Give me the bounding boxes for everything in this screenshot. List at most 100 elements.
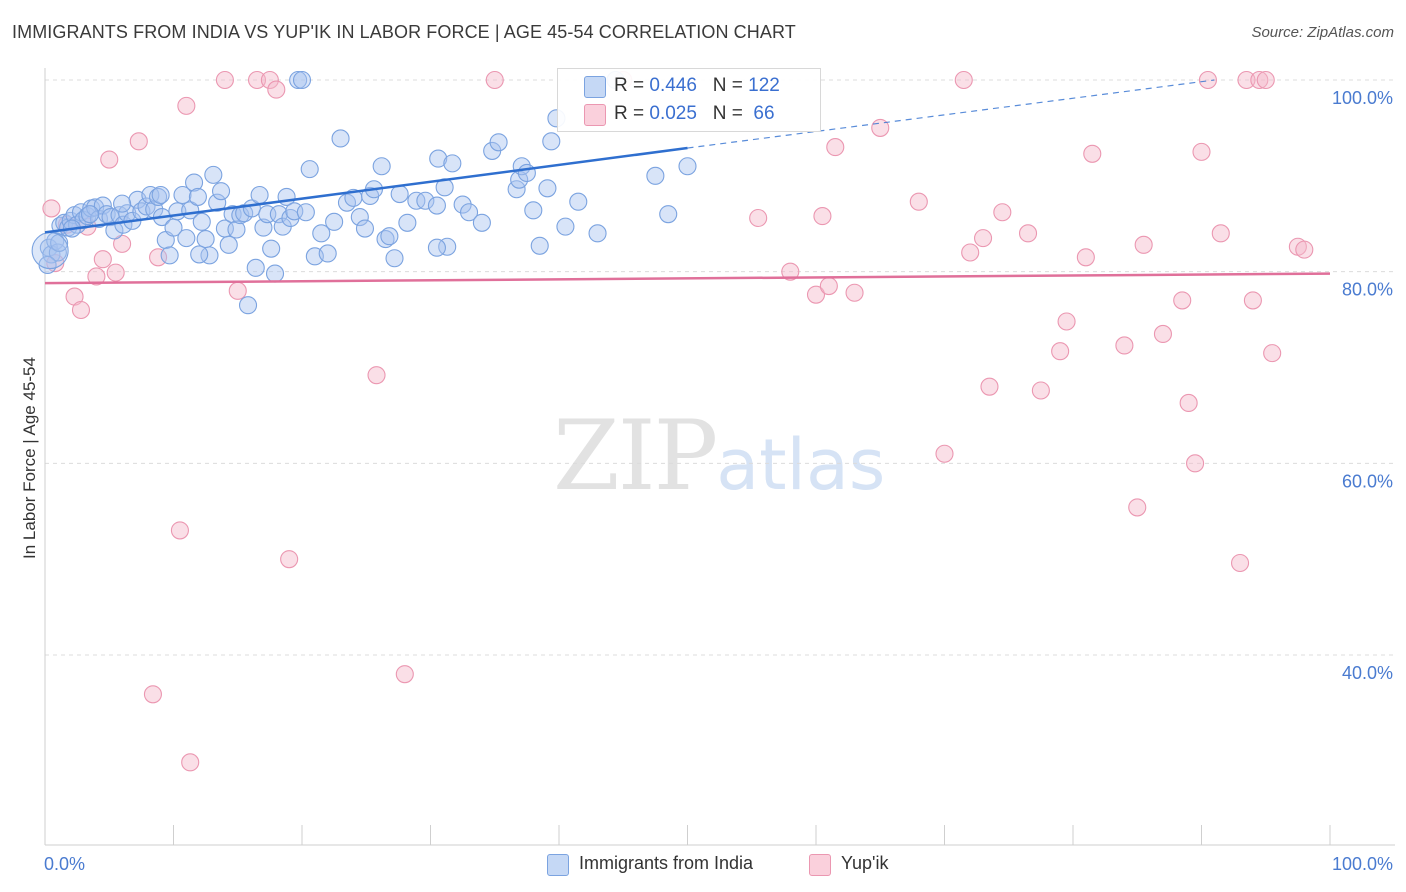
legend-r-india: 0.446 <box>649 75 697 96</box>
y-tick-label: 60.0% <box>1342 471 1393 491</box>
legend-n-india: 122 <box>748 75 780 96</box>
x-tick-label-max: 100.0% <box>1332 854 1393 874</box>
yupik-point <box>1186 454 1205 473</box>
india-point <box>262 239 281 258</box>
legend-r-yupik: 0.025 <box>649 103 697 124</box>
india-point <box>188 187 207 206</box>
yupik-point <box>1153 324 1172 344</box>
india-point-cluster <box>31 232 69 270</box>
yupik-point <box>485 70 504 90</box>
yupik-point <box>954 70 973 90</box>
yupik-point <box>980 377 999 396</box>
india-point <box>372 157 391 176</box>
y-tick-labels: 100.0% 80.0% 60.0% 40.0% <box>1332 88 1393 683</box>
yupik-point <box>1083 144 1102 163</box>
india-point <box>190 245 209 264</box>
yupik-point <box>1198 70 1217 90</box>
legend-text-yupik: R = 0.025 N = 66 <box>614 103 775 124</box>
india-point <box>538 179 557 198</box>
india-point <box>254 218 273 237</box>
yupik-point <box>280 550 299 569</box>
yupik-point <box>113 234 132 253</box>
india-point <box>113 194 132 213</box>
yupik-point <box>781 262 800 281</box>
india-point <box>265 264 285 283</box>
stats-legend: R = 0.446 N = 122 R = 0.025 N = 66 <box>557 68 821 132</box>
legend-text-india: R = 0.446 N = 122 <box>614 75 780 96</box>
bottom-swatch-india <box>547 854 569 876</box>
gridlines <box>45 79 1395 656</box>
legend-swatch-yupik <box>584 104 606 126</box>
india-point <box>453 195 472 214</box>
yupik-point <box>813 207 832 226</box>
india-point <box>246 258 265 277</box>
india-point <box>427 196 446 215</box>
y-tick-label: 40.0% <box>1342 663 1393 683</box>
chart-title: IMMIGRANTS FROM INDIA VS YUP'IK IN LABOR… <box>12 22 796 42</box>
india-point <box>398 213 417 232</box>
yupik-point <box>1256 70 1275 90</box>
yupik-point <box>1231 553 1250 573</box>
yupik-point <box>71 300 91 320</box>
india-point <box>472 213 491 232</box>
india-point <box>524 201 543 220</box>
india-point <box>196 230 215 249</box>
yupik-point <box>93 250 112 269</box>
yupik-point <box>177 96 196 115</box>
india-point <box>427 238 446 257</box>
yupik-point <box>215 70 234 90</box>
india-point <box>443 154 462 173</box>
yupik-point <box>1031 381 1050 400</box>
trend-lines <box>44 79 1331 285</box>
yupik-point <box>1192 142 1211 161</box>
bottom-swatch-yupik <box>809 854 831 876</box>
yupik-point <box>826 138 845 157</box>
india-point <box>517 163 536 183</box>
yupik-point <box>100 150 119 169</box>
india-point <box>390 184 409 204</box>
x-tick-labels: 0.0% 100.0% <box>44 854 1393 874</box>
india-point <box>177 229 196 248</box>
india-point <box>192 212 211 231</box>
india-point <box>141 185 160 205</box>
yupik-point <box>143 685 162 704</box>
yupik-point <box>42 199 61 218</box>
yupik-point <box>181 753 200 772</box>
yupik-point <box>1295 240 1314 259</box>
yupik-point <box>267 80 286 99</box>
india-trend-extension <box>687 79 1215 149</box>
yupik-point <box>247 70 267 90</box>
yupik-point <box>973 229 993 248</box>
axes <box>44 68 1395 846</box>
yupik-point <box>1237 70 1256 90</box>
yupik-point <box>87 267 106 286</box>
yupik-point <box>106 263 125 282</box>
india-point <box>318 244 337 263</box>
yupik-point <box>260 70 279 90</box>
yupik-point <box>395 665 414 684</box>
yupik-point <box>993 203 1012 222</box>
india-point <box>160 246 179 265</box>
yupik-point <box>935 444 954 463</box>
yupik-point <box>228 281 247 300</box>
india-point <box>646 166 665 185</box>
india-point <box>151 185 170 205</box>
yupik-point <box>170 521 189 540</box>
india-point <box>300 160 319 179</box>
india-point <box>238 296 258 315</box>
yupik-point <box>149 248 168 267</box>
india-point <box>250 185 269 205</box>
yupik-point <box>806 285 826 304</box>
watermark-zip: ZIP <box>553 400 718 512</box>
yupik-points <box>42 70 1314 772</box>
yupik-point <box>1250 70 1269 90</box>
x-tick-label-min: 0.0% <box>44 854 85 874</box>
yupik-point <box>1211 224 1230 243</box>
india-point <box>355 219 375 238</box>
yupik-point <box>909 192 928 211</box>
india-trend-line <box>44 146 688 234</box>
india-point <box>289 70 308 90</box>
india-point <box>219 235 238 254</box>
india-point <box>380 227 399 246</box>
